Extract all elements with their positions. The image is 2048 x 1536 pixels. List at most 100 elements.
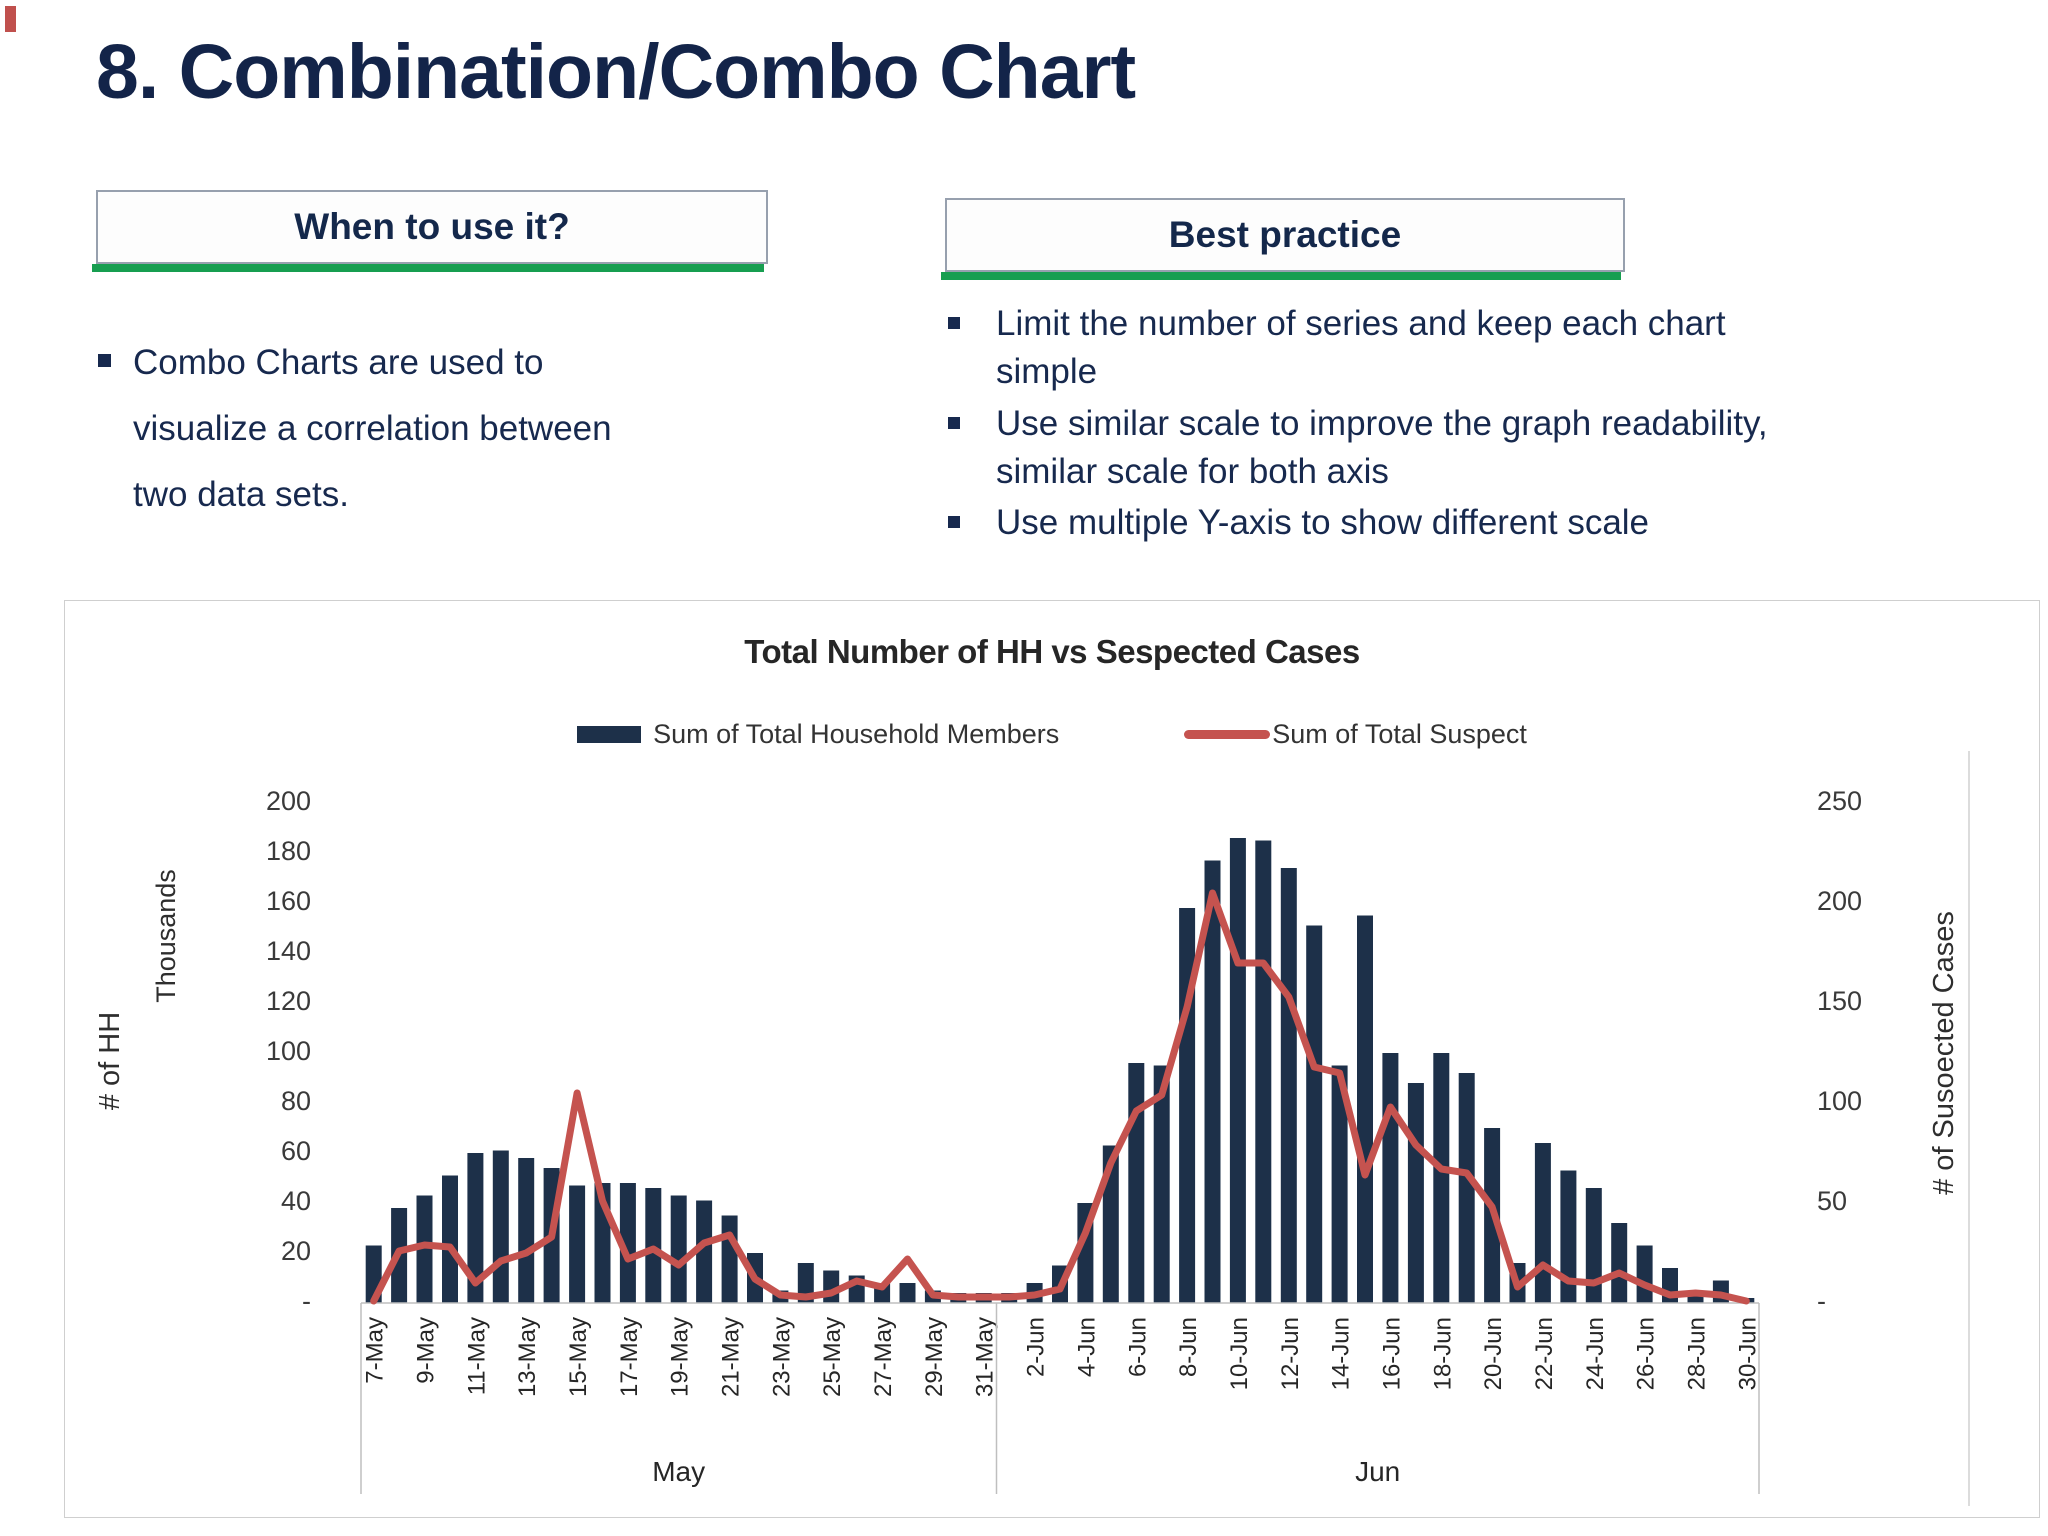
axis-tick-label: 100: [266, 1036, 311, 1066]
chart-title: Total Number of HH vs Sespected Cases: [744, 633, 1360, 670]
bullet-square-icon: [948, 317, 960, 329]
axis-tick-label: 160: [266, 886, 311, 916]
when-to-use-heading: When to use it?: [294, 206, 570, 247]
legend-bar-swatch-icon: [577, 726, 642, 743]
bar: [1179, 908, 1196, 1303]
axis-tick-label: 20: [281, 1236, 311, 1266]
date-tick-label: 4-Jun: [1073, 1317, 1100, 1377]
bar: [467, 1153, 484, 1303]
axis-tick-label: 140: [266, 936, 311, 966]
bar: [1331, 1065, 1348, 1303]
bar: [1306, 925, 1323, 1303]
axis-tick-label: 120: [266, 986, 311, 1016]
bar: [1382, 1053, 1399, 1303]
bar-series: [365, 838, 1755, 1303]
bar: [1128, 1063, 1145, 1303]
left-axis-units-label: Thousands: [151, 869, 181, 1003]
date-tick-label: 7-May: [362, 1317, 389, 1384]
legend-label: Sum of Total Household Members: [653, 719, 1060, 749]
list-item: Use similar scale to improve the graph r…: [948, 400, 1958, 497]
left-axis-title: # of HH: [94, 1012, 126, 1110]
bullet-square-icon: [948, 516, 960, 529]
bullet-text: Limit the number of series and keep each…: [996, 304, 1726, 392]
bar: [899, 1283, 916, 1303]
date-tick-label: 2-Jun: [1023, 1317, 1050, 1377]
green-underline: [941, 272, 1621, 280]
date-tick-label: 29-May: [921, 1317, 948, 1397]
combo-chart-canvas: 200 180 160 140 120 100 80 60 40 20 - 250 200 150 100 5…: [94, 751, 1970, 1506]
date-tick-label: 25-May: [819, 1317, 846, 1397]
bar: [518, 1158, 535, 1303]
date-tick-label: 27-May: [870, 1317, 897, 1397]
bar: [670, 1195, 687, 1303]
when-to-use-bullets: Combo Charts are used to visualize a cor…: [98, 330, 738, 527]
axis-tick-label: -: [1817, 1286, 1826, 1316]
axis-tick-label: 80: [281, 1086, 311, 1116]
bar: [619, 1183, 636, 1303]
axis-tick-label: -: [302, 1286, 311, 1316]
date-tick-label: 21-May: [718, 1317, 745, 1397]
date-tick-label: 19-May: [667, 1317, 694, 1397]
bar: [1357, 915, 1373, 1303]
line-series: [370, 889, 1750, 1305]
date-tick-label: 24-Jun: [1582, 1317, 1609, 1390]
month-group-label: May: [652, 1456, 705, 1487]
axis-tick-label: 180: [266, 836, 311, 866]
date-tick-label: 6-Jun: [1124, 1317, 1151, 1377]
best-practice-bullets: Limit the number of series and keep each…: [948, 300, 1958, 550]
date-tick-label: 30-Jun: [1734, 1317, 1761, 1390]
date-tick-label: 10-Jun: [1226, 1317, 1253, 1390]
bar: [1280, 868, 1297, 1303]
month-group-label: Jun: [1355, 1456, 1400, 1487]
page-title: 8. Combination/Combo Chart: [96, 29, 1136, 115]
bar: [1153, 1065, 1170, 1303]
date-tick-label: 28-Jun: [1683, 1317, 1710, 1390]
red-corner-mark-icon: [5, 6, 16, 32]
axis-tick-label: 150: [1817, 986, 1862, 1016]
date-tick-label: 22-Jun: [1531, 1317, 1558, 1390]
list-item: Use multiple Y-axis to show different sc…: [948, 499, 1958, 547]
date-tick-label: 14-Jun: [1328, 1317, 1355, 1390]
bar: [1102, 1145, 1119, 1303]
date-tick-label: 17-May: [616, 1317, 643, 1397]
bar: [1611, 1223, 1628, 1303]
bullet-square-icon: [948, 416, 960, 429]
bar: [416, 1195, 433, 1303]
axis-tick-label: 200: [1817, 886, 1862, 916]
legend-item-household: Sum of Total Household Members: [577, 719, 1059, 750]
best-practice-header-box: Best practice: [941, 198, 1625, 280]
bullet-text: Use multiple Y-axis to show different sc…: [996, 503, 1650, 543]
bar: [1687, 1293, 1704, 1303]
axis-tick-label: 100: [1817, 1086, 1862, 1116]
bar: [1585, 1188, 1602, 1303]
date-tick-label: 13-May: [514, 1317, 541, 1397]
legend-label: Sum of Total Suspect: [1272, 719, 1527, 749]
bar: [1433, 1053, 1450, 1303]
date-tick-label: 26-Jun: [1633, 1317, 1660, 1390]
date-tick-label: 8-Jun: [1175, 1317, 1202, 1377]
right-axis-ticks: 250 200 150 100 50 -: [1817, 786, 1862, 1316]
bar: [1560, 1170, 1577, 1303]
date-tick-label: 15-May: [565, 1317, 592, 1397]
date-tick-label: 31-May: [972, 1317, 999, 1397]
bullet-square-icon: [98, 354, 111, 367]
axis-tick-label: 40: [281, 1186, 311, 1216]
when-to-use-header-box: When to use it?: [92, 190, 768, 272]
date-tick-label: 11-May: [463, 1317, 490, 1395]
date-tick-label: 23-May: [768, 1317, 795, 1397]
left-axis-ticks: 200 180 160 140 120 100 80 60 40 20 -: [266, 786, 311, 1316]
right-axis-title: # of Susoected Cases: [1928, 911, 1960, 1195]
bar: [492, 1150, 509, 1303]
bar: [1636, 1245, 1653, 1303]
best-practice-heading: Best practice: [1168, 214, 1402, 255]
bar: [1407, 1083, 1424, 1303]
combo-chart: Total Number of HH vs Sespected Cases Su…: [64, 600, 2040, 1518]
bar: [569, 1185, 586, 1303]
legend-line-swatch-icon: [1184, 730, 1271, 739]
legend-item-suspect: Sum of Total Suspect: [1184, 719, 1527, 750]
date-tick-label: 18-Jun: [1429, 1317, 1456, 1390]
date-tick-label: 16-Jun: [1378, 1317, 1405, 1390]
axis-tick-label: 50: [1817, 1186, 1847, 1216]
bullet-text: Combo Charts are used to visualize a cor…: [133, 343, 612, 514]
bar: [1458, 1073, 1475, 1303]
